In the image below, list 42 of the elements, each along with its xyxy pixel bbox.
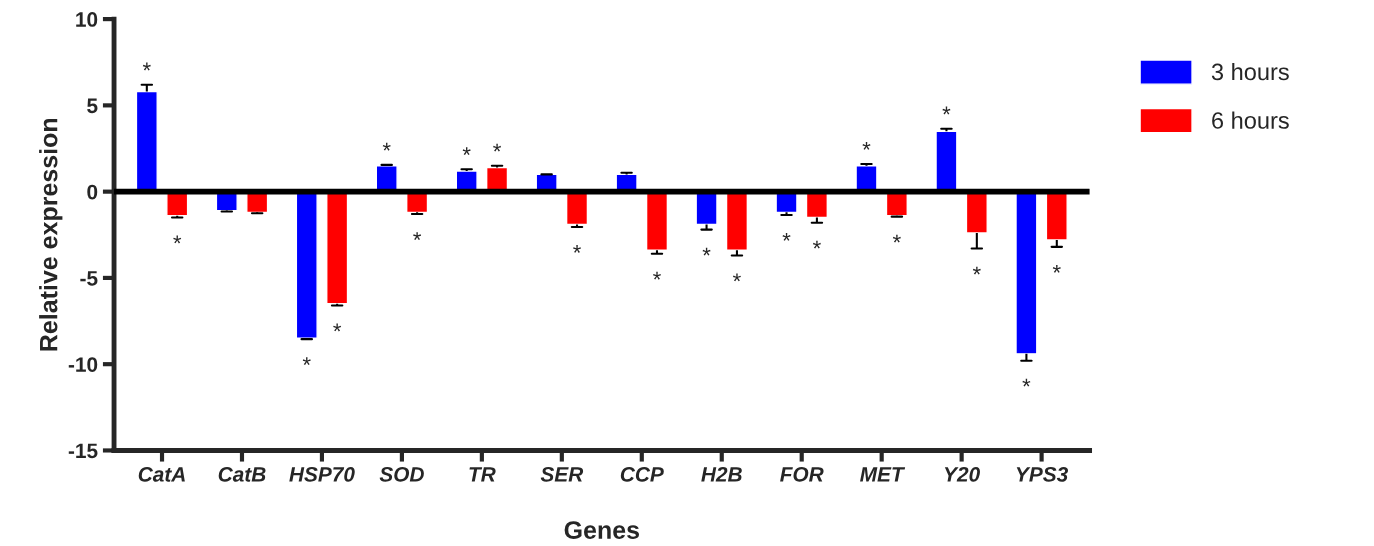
x-tick-label: HSP70 [289, 466, 355, 482]
y-tick-label: -10 [68, 357, 98, 372]
data-label: * [782, 233, 791, 241]
data-label: * [1022, 378, 1031, 387]
data-label: * [173, 235, 182, 244]
x-tick-label: SER [540, 466, 584, 482]
data-label: * [462, 147, 471, 155]
data-label: * [142, 62, 151, 71]
y-tick-label: 10 [76, 12, 98, 27]
data-label: * [333, 323, 342, 332]
data-label: * [812, 240, 821, 249]
legend-label: 6 hours [1212, 111, 1289, 129]
x-tick-label: H2B [701, 466, 742, 482]
y-axis-title: Relative expression [39, 118, 63, 351]
x-tick-label: TR [469, 467, 496, 482]
data-label: * [1052, 264, 1061, 273]
x-tick-label: MET [860, 467, 906, 482]
x-tick-label: Y20 [944, 466, 980, 482]
x-tick-label: FOR [780, 466, 824, 482]
x-tick-label: SOD [379, 466, 424, 482]
x-tick-label: YPS3 [1016, 466, 1069, 482]
data-label: * [493, 143, 502, 152]
data-label: * [702, 247, 711, 256]
y-tick-label: 0 [87, 184, 98, 200]
data-label: * [413, 232, 422, 240]
x-tick-label: CCP [620, 466, 664, 482]
data-label: * [862, 141, 871, 150]
y-tick-label: -5 [80, 271, 98, 286]
data-label: * [382, 142, 391, 151]
data-label: * [573, 245, 581, 253]
data-label: * [892, 234, 901, 243]
legend-label: 3 hours [1211, 62, 1289, 81]
data-label: * [972, 266, 981, 275]
y-tick-label: -15 [68, 443, 98, 459]
x-axis-title: Genes [564, 521, 639, 539]
x-tick-label: CatA [138, 466, 185, 482]
data-label: * [942, 106, 951, 115]
y-tick-label: 5 [87, 98, 98, 114]
x-tick-label: CatB [218, 466, 266, 482]
data-label: * [653, 271, 661, 280]
data-label: * [732, 273, 741, 282]
data-label: * [302, 357, 311, 366]
